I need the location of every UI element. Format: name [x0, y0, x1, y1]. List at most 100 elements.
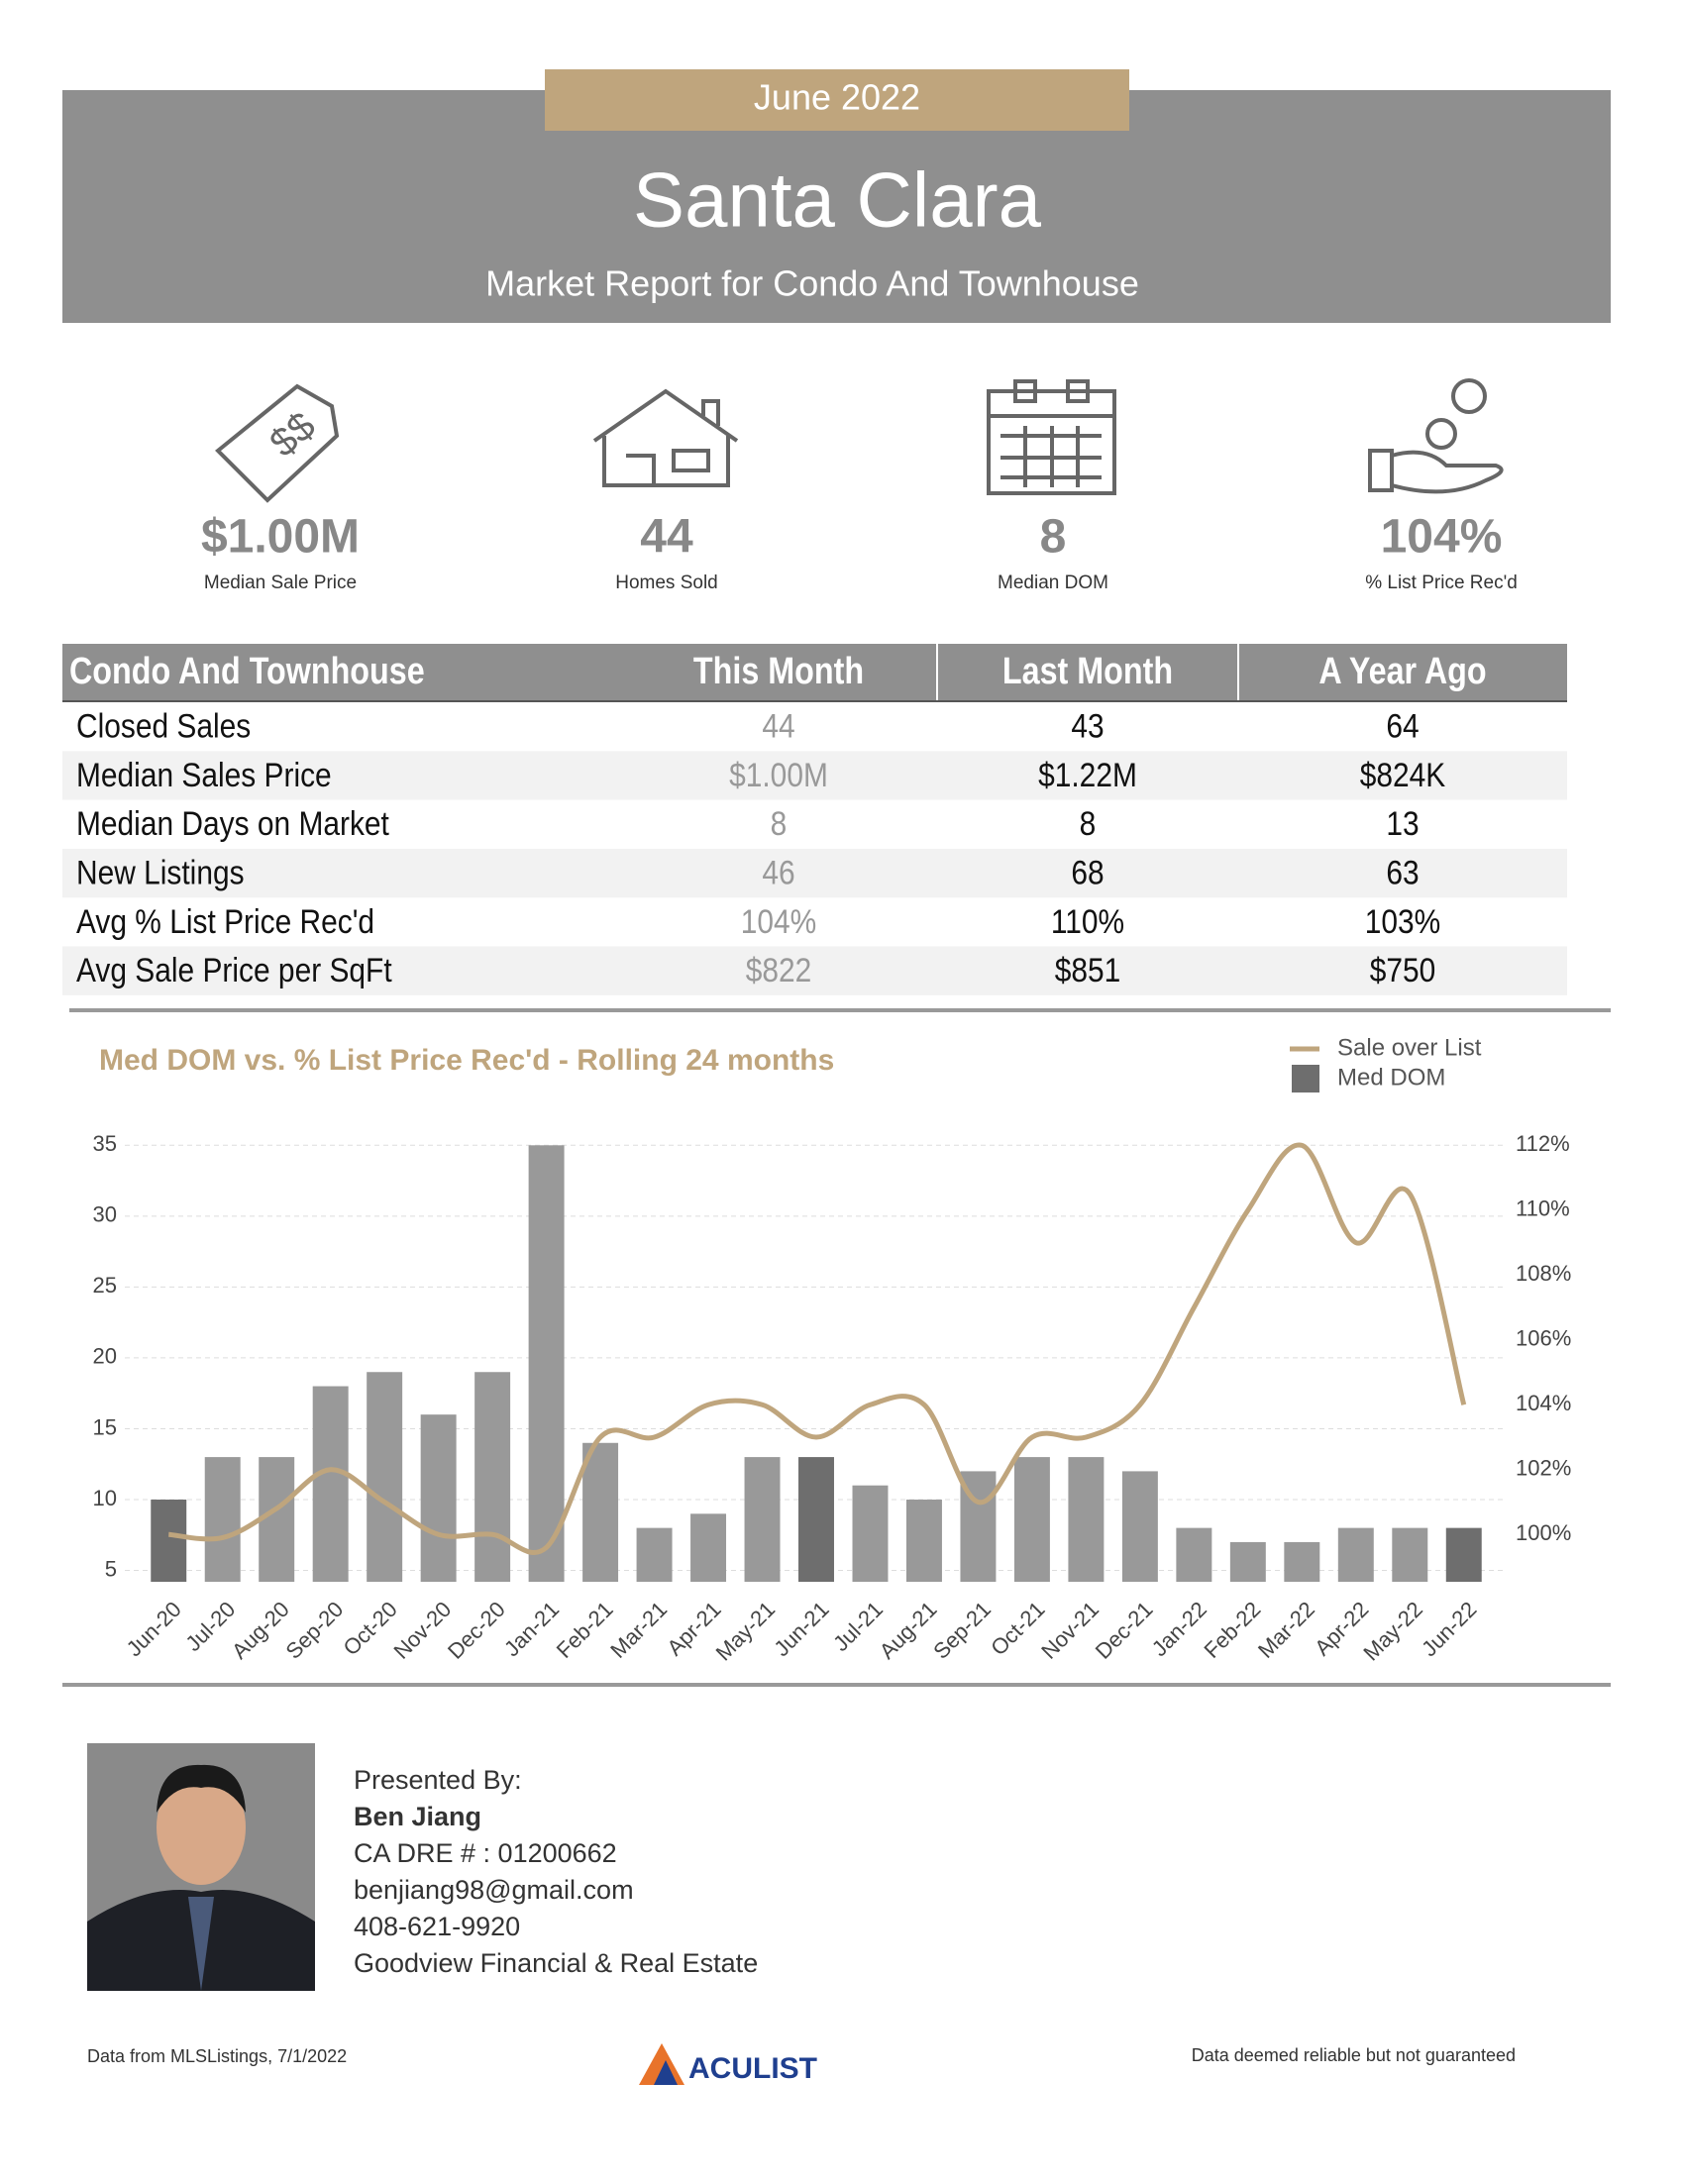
stat-label: Median DOM	[998, 572, 1108, 593]
legend-swatch	[1292, 1065, 1319, 1092]
table-cell: 104%	[741, 902, 817, 940]
y-tick-label: 5	[105, 1556, 117, 1581]
line	[167, 1142, 1467, 1555]
agent-photo	[87, 1743, 315, 1991]
month: June 2022	[754, 77, 920, 118]
month-tab	[545, 69, 1129, 131]
y2-tick-label: 110%	[1516, 1196, 1570, 1221]
agent-info: Presented By: Ben Jiang CA DRE # : 01200…	[354, 1765, 758, 1978]
bar	[1013, 1457, 1050, 1582]
table-row-bg	[62, 848, 1567, 898]
bar	[259, 1457, 295, 1582]
bar	[1121, 1471, 1158, 1582]
photo-hair	[157, 1764, 246, 1813]
stat-label: % List Price Rec'd	[1365, 572, 1518, 593]
bar	[582, 1442, 619, 1582]
y2-tick-label: 108%	[1516, 1261, 1571, 1286]
coin-icon	[1451, 378, 1487, 414]
presented-by: Presented By:	[354, 1765, 522, 1795]
table-cell: 8	[771, 804, 788, 842]
x-tick-label: Jan-21	[499, 1597, 564, 1661]
agent-license: CA DRE # : 01200662	[354, 1838, 617, 1868]
y2-tick-label: 100%	[1516, 1520, 1571, 1545]
source: Data from MLSListings, 7/1/2022	[87, 2046, 347, 2066]
agent-name: Ben Jiang	[354, 1802, 481, 1831]
table-cell: 103%	[1365, 902, 1441, 940]
stat-value: 104%	[1381, 511, 1503, 564]
tag-icon	[215, 383, 340, 503]
x-tick-label: Mar-22	[1253, 1597, 1319, 1663]
bar	[798, 1457, 834, 1582]
table-cell: Closed Sales	[76, 707, 251, 745]
table-cell: $822	[746, 951, 812, 988]
table-header: Condo And Townhouse	[69, 651, 425, 692]
logo: ACULIST	[688, 2052, 817, 2085]
table-cell: 63	[1386, 854, 1419, 891]
agent-email: benjiang98@gmail.com	[354, 1875, 634, 1905]
table-cell: $851	[1055, 951, 1121, 988]
bar	[1229, 1541, 1266, 1582]
table-cell: 110%	[1051, 902, 1124, 940]
table-header-bg	[62, 644, 1567, 701]
table-cell: 64	[1386, 707, 1419, 745]
y-tick-label: 20	[93, 1344, 117, 1369]
calendar-icon	[987, 379, 1116, 495]
bar	[367, 1372, 403, 1582]
y2-tick-label: 106%	[1516, 1326, 1571, 1351]
photo-face	[157, 1770, 246, 1885]
bar	[420, 1414, 457, 1582]
table-cell: Median Days on Market	[76, 804, 389, 842]
bar	[528, 1145, 565, 1582]
stat-label: Homes Sold	[615, 572, 718, 593]
y2-tick-label: 112%	[1516, 1131, 1570, 1156]
table-cell: 13	[1386, 804, 1419, 842]
stat-value: 44	[640, 511, 693, 564]
table-cell: 43	[1071, 707, 1104, 745]
chart: Med DOM vs. % List Price Rec'd - Rolling…	[93, 1034, 1572, 1665]
legend-label: Med DOM	[1337, 1064, 1445, 1091]
chart-title: Med DOM vs. % List Price Rec'd - Rolling…	[99, 1044, 834, 1077]
x-tick-label: Aug-20	[227, 1597, 294, 1664]
table-cell: 44	[762, 707, 794, 745]
x-tick-label: Sep-20	[280, 1597, 348, 1664]
x-tick-label: Jun-20	[122, 1597, 186, 1661]
y-tick-label: 35	[93, 1131, 117, 1156]
title: Santa Clara	[633, 156, 1042, 244]
logo-mark	[639, 2043, 684, 2085]
table-cell: $750	[1370, 951, 1436, 988]
table-cell: 46	[762, 854, 794, 891]
table-cell: Avg Sale Price per SqFt	[76, 951, 392, 988]
x-tick-label: May-21	[711, 1597, 781, 1666]
table-cell: 68	[1071, 854, 1104, 891]
table-cell: Avg % List Price Rec'd	[76, 902, 374, 940]
stats-table: Condo And Townhouse This Month Last Month A…	[62, 644, 1567, 995]
table-cell: New Listings	[76, 854, 245, 891]
x-tick-label: Dec-20	[443, 1597, 510, 1664]
y-tick-label: 30	[93, 1202, 117, 1227]
x-tick-label: Jun-21	[769, 1597, 833, 1661]
bar	[1068, 1457, 1105, 1582]
bar	[312, 1386, 349, 1582]
table-cell: $1.00M	[729, 756, 828, 793]
x-tick-label: Feb-22	[1200, 1597, 1266, 1663]
bar	[690, 1513, 727, 1582]
bar	[474, 1372, 511, 1582]
table-cell: $824K	[1360, 756, 1445, 793]
x-tick-label: Feb-21	[552, 1597, 618, 1663]
subtitle: Market Report for Condo And Townhouse	[485, 263, 1139, 304]
table-header: This Month	[693, 651, 864, 692]
bar	[1445, 1527, 1482, 1582]
house-icon	[592, 388, 739, 487]
bar	[151, 1500, 187, 1582]
table-row-bg	[62, 946, 1567, 995]
table-cell: Median Sales Price	[76, 756, 332, 793]
agent-company: Goodview Financial & Real Estate	[354, 1948, 758, 1978]
photo-tie	[188, 1897, 214, 1991]
y-tick-label: 25	[93, 1273, 117, 1298]
bar	[636, 1527, 673, 1582]
x-tick-label: Mar-21	[605, 1597, 672, 1663]
y-tick-label: 10	[93, 1486, 117, 1510]
legend-label: Sale over List	[1337, 1034, 1482, 1061]
